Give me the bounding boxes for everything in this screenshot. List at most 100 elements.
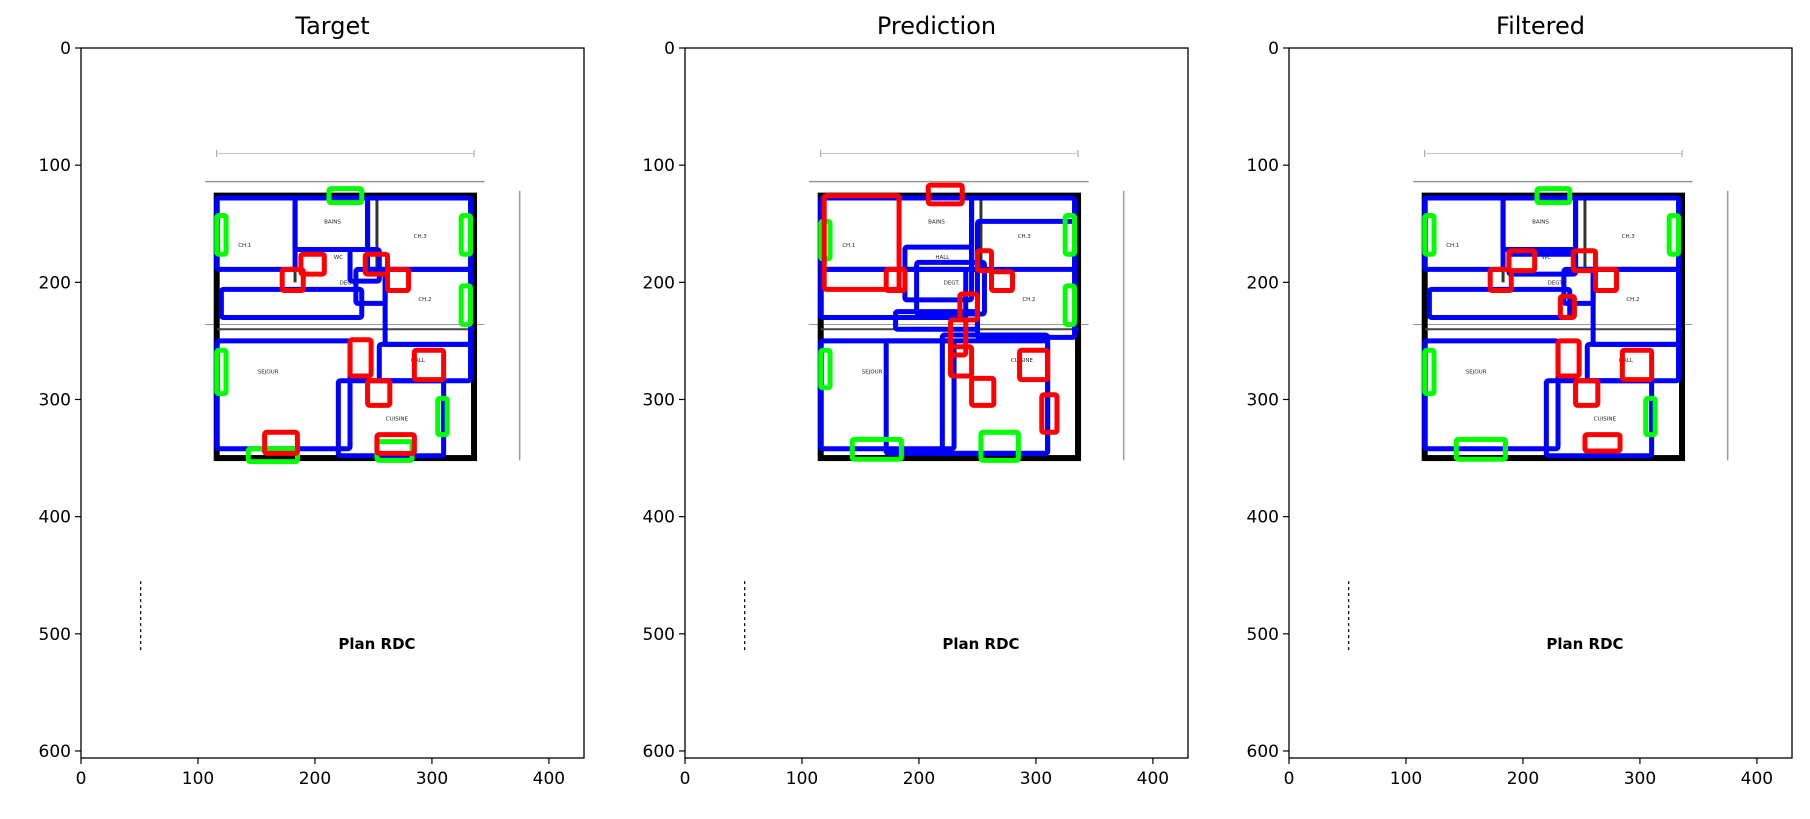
room-label: BAINS — [1532, 220, 1549, 226]
floor-plan-image: CH.1 BAINS CH.3 CH.2 SEJOUR DEGT. WC HALL CUISIN… — [140, 149, 521, 653]
axes-frame — [80, 47, 585, 759]
x-tick-label: 300 — [1624, 769, 1656, 789]
room-box — [1590, 266, 1682, 347]
y-tick-label: 600 — [39, 742, 71, 762]
door-box — [988, 269, 1016, 294]
x-tick-label: 0 — [76, 769, 87, 789]
y-tick-label: 400 — [39, 508, 71, 528]
door-box — [374, 432, 417, 456]
y-tick-label: 300 — [39, 390, 71, 410]
window-box — [326, 186, 365, 206]
room-box — [1426, 286, 1573, 320]
panel-title: Target — [294, 12, 369, 40]
room-label: WC — [334, 255, 343, 261]
door-box — [883, 266, 908, 294]
door-box — [347, 337, 374, 379]
room-label: DEGT. — [340, 281, 356, 287]
door-box — [957, 291, 980, 323]
room-label: CH.3 — [414, 234, 428, 240]
door-box — [821, 193, 902, 292]
door-box — [948, 317, 969, 358]
floor-plan-image: CH.1 BAINS CH.3 CH.2 SEJOUR DEGT. HALL CUISINE P… — [744, 149, 1125, 653]
room-label: CH.3 — [1622, 234, 1636, 240]
x-tick-label: 300 — [416, 769, 448, 789]
room-label: CUISINE — [1594, 417, 1617, 423]
room-label: BAINS — [324, 220, 341, 226]
small-marker — [1074, 456, 1080, 461]
window-box — [458, 283, 474, 328]
window-box — [1666, 213, 1682, 257]
panel-target: Target CH.1 BAINS CH.3 CH.2 SEJOUR DEGT. WC HALL… — [39, 12, 585, 789]
room-label: CH.2 — [418, 297, 431, 303]
window-box — [435, 395, 450, 438]
door-box — [1017, 347, 1051, 383]
room-label: CH.2 — [1626, 297, 1639, 303]
window-box — [1422, 213, 1437, 257]
y-tick-label: 400 — [643, 508, 675, 528]
door-box — [365, 378, 393, 408]
room-label: HALL — [411, 358, 426, 364]
room-box — [218, 286, 365, 320]
door-box — [384, 266, 412, 294]
y-tick-label: 100 — [1247, 156, 1279, 176]
window-box — [1422, 347, 1437, 397]
door-box — [925, 182, 965, 207]
window-box — [214, 213, 229, 257]
axes-frame — [1288, 47, 1793, 759]
room-box — [1422, 338, 1561, 452]
room-label: CUISINE — [386, 417, 409, 423]
x-tick-label: 400 — [1741, 769, 1773, 789]
door-box — [948, 344, 975, 379]
door-box — [262, 429, 300, 456]
room-label: SEJOUR — [862, 370, 883, 376]
window-box — [458, 213, 474, 257]
window-box — [1453, 436, 1508, 462]
y-tick-label: 100 — [39, 156, 71, 176]
x-tick-label: 200 — [903, 769, 935, 789]
room-label: CH.1 — [842, 243, 855, 249]
y-tick-label: 200 — [1247, 273, 1279, 293]
x-tick-label: 400 — [1137, 769, 1169, 789]
room-label: CUISINE — [1011, 358, 1034, 364]
x-tick-label: 100 — [182, 769, 214, 789]
room-label: HALL — [935, 255, 950, 261]
y-tick-label: 300 — [1247, 390, 1279, 410]
door-box — [1619, 347, 1655, 383]
room-label: HALL — [1619, 358, 1634, 364]
x-tick-label: 0 — [680, 769, 691, 789]
door-box — [1592, 266, 1620, 294]
panel-prediction: Prediction CH.1 BAINS CH.3 CH.2 SEJOUR DEGT. HA… — [643, 12, 1189, 789]
door-box — [1582, 432, 1623, 454]
room-label: SEJOUR — [258, 370, 279, 376]
x-tick-label: 0 — [1284, 769, 1295, 789]
window-box — [214, 347, 229, 397]
room-label: CH.1 — [238, 243, 251, 249]
plan-caption: Plan RDC — [942, 635, 1019, 653]
door-box — [1039, 392, 1060, 435]
window-box — [978, 429, 1021, 463]
small-marker — [1678, 456, 1684, 461]
window-box — [849, 436, 904, 462]
door-box — [1570, 248, 1598, 274]
y-tick-label: 200 — [39, 273, 71, 293]
room-label: BAINS — [928, 220, 945, 226]
x-tick-label: 200 — [1507, 769, 1539, 789]
x-tick-label: 400 — [533, 769, 565, 789]
y-tick-label: 200 — [643, 273, 675, 293]
x-tick-label: 100 — [786, 769, 818, 789]
room-label: WC — [1542, 255, 1551, 261]
room-label: CH.2 — [1022, 297, 1035, 303]
door-box — [969, 375, 997, 408]
window-box — [1062, 213, 1078, 257]
plan-caption: Plan RDC — [1546, 635, 1623, 653]
y-tick-label: 400 — [1247, 508, 1279, 528]
y-tick-label: 0 — [60, 39, 71, 59]
room-label: SEJOUR — [1466, 370, 1487, 376]
x-tick-label: 200 — [299, 769, 331, 789]
y-tick-label: 500 — [1247, 625, 1279, 645]
panel-title: Filtered — [1496, 12, 1585, 40]
y-tick-label: 600 — [1247, 742, 1279, 762]
y-tick-label: 0 — [1268, 39, 1279, 59]
y-tick-label: 100 — [643, 156, 675, 176]
